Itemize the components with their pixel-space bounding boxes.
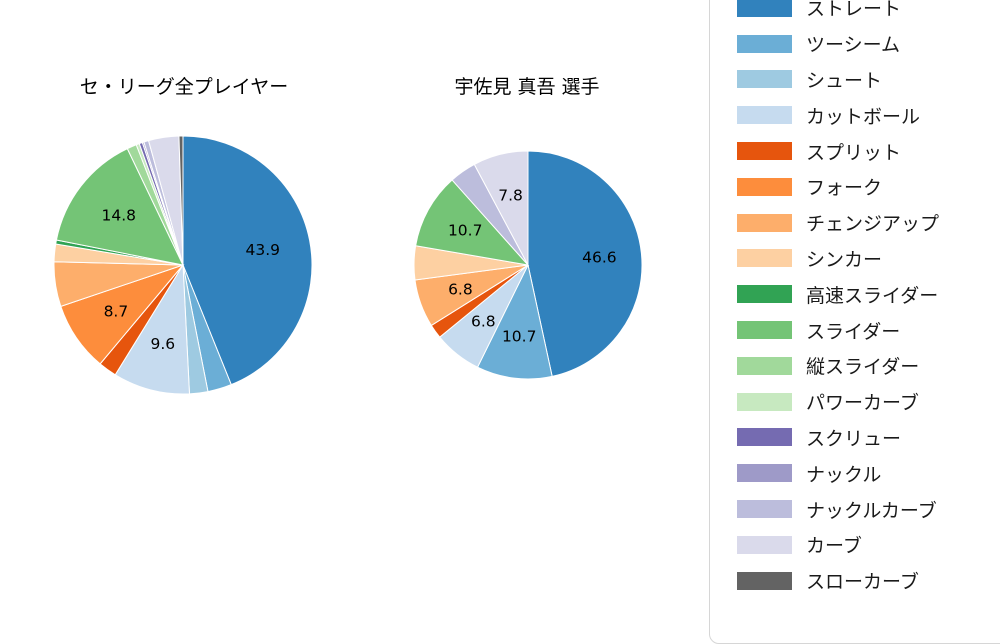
legend-item-label: ナックルカーブ [806, 499, 937, 522]
pie-slice-value: 46.6 [582, 249, 617, 267]
legend-item: スライダー [737, 312, 1000, 348]
pie-slice-value: 6.8 [448, 281, 473, 299]
legend-item-label: カットボール [806, 105, 921, 128]
legend-item-label: ナックル [806, 463, 882, 486]
legend-swatch [737, 177, 792, 196]
pie-slice-value: 43.9 [246, 241, 281, 259]
legend-item: ツーシーム [737, 26, 1000, 62]
legend-swatch [737, 70, 792, 89]
legend-item: シンカー [737, 241, 1000, 277]
legend-item-label: 高速スライダー [806, 284, 939, 307]
pie-slice [415, 179, 530, 266]
pie-slice [182, 135, 313, 386]
legend-item-label: パワーカーブ [806, 392, 919, 415]
pie-slice [178, 135, 184, 266]
legend-item: カーブ [737, 527, 1000, 563]
legend-items: ストレートツーシームシュートカットボール スプリットフォークチェンジアップ シンカー… [710, 0, 1000, 599]
pie-chart-league: 43.9 9.6 8.7 14.8 [53, 135, 313, 395]
legend-item: ストレート [737, 0, 1000, 26]
pie-slice-value: 9.6 [150, 335, 175, 353]
pie-slice-value: 7.8 [498, 187, 523, 205]
legend-item: ナックル [737, 455, 1000, 491]
legend-item: チェンジアップ [737, 205, 1000, 241]
legend-swatch [737, 321, 792, 340]
legend-swatch [737, 34, 792, 53]
pie-slice [114, 263, 191, 395]
legend-item: カットボール [737, 97, 1000, 133]
legend-swatch [737, 0, 792, 17]
chart-title-player: 宇佐見 真吾 選手 [454, 76, 600, 98]
legend-swatch [737, 392, 792, 411]
legend-swatch [737, 106, 792, 125]
legend-swatch [737, 213, 792, 232]
pie-slice-value: 10.7 [502, 328, 537, 346]
legend-item-label: ストレート [806, 0, 902, 21]
legend-item: 縦スライダー [737, 348, 1000, 384]
legend-item-label: 縦スライダー [806, 356, 920, 379]
legend-swatch [737, 464, 792, 483]
pie-slice [527, 150, 643, 378]
legend-swatch [737, 356, 792, 375]
legend-item-label: スプリット [806, 141, 902, 164]
pie-slice [473, 150, 529, 266]
pie-slice [55, 147, 184, 266]
legend-swatch [737, 249, 792, 268]
figure: セ・リーグ全プレイヤー 宇佐見 真吾 選手 43.9 9.6 8.7 14.8 46.… [53, 0, 1000, 644]
legend-item-label: フォーク [806, 177, 883, 200]
legend-item: パワーカーブ [737, 384, 1000, 420]
legend-item-label: スローカーブ [806, 571, 919, 594]
legend-item-label: チェンジアップ [806, 213, 940, 236]
legend-item: スローカーブ [737, 563, 1000, 599]
chart-title-league: セ・リーグ全プレイヤー [79, 76, 289, 98]
legend-swatch [737, 535, 792, 554]
legend-item-label: シュート [806, 69, 883, 92]
pie-slice-value: 10.7 [448, 222, 483, 240]
pie-slice-value: 14.8 [102, 207, 137, 225]
legend: ストレートツーシームシュートカットボール スプリットフォークチェンジアップ シンカー… [709, 0, 1000, 644]
legend-swatch [737, 142, 792, 161]
legend-item-label: シンカー [806, 248, 883, 271]
legend-item-label: スクリュー [806, 427, 902, 450]
legend-item-label: カーブ [806, 535, 862, 558]
legend-item-label: スライダー [806, 320, 901, 343]
legend-swatch [737, 428, 792, 447]
legend-swatch [737, 500, 792, 519]
legend-item: フォーク [737, 169, 1000, 205]
legend-item: スクリュー [737, 420, 1000, 456]
legend-item: シュート [737, 62, 1000, 98]
legend-item: 高速スライダー [737, 276, 1000, 312]
legend-swatch [737, 571, 792, 590]
legend-swatch [737, 285, 792, 304]
legend-item-label: ツーシーム [806, 34, 901, 57]
pie-chart-player: 46.6 10.7 6.8 6.8 10.7 7.8 [413, 150, 643, 380]
pie-slice-value: 8.7 [104, 302, 129, 320]
pie-slice-value: 6.8 [471, 313, 496, 331]
legend-item: スプリット [737, 133, 1000, 169]
pie-slice [476, 263, 553, 380]
legend-item: ナックルカーブ [737, 491, 1000, 527]
